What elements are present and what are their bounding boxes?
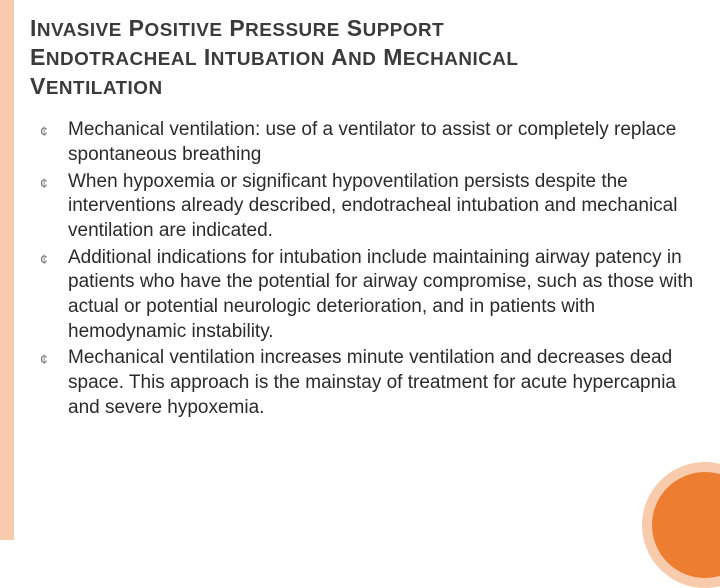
bullet-marker-icon: ¢	[40, 246, 68, 272]
list-item: ¢ Mechanical ventilation: use of a venti…	[40, 118, 700, 167]
list-item: ¢ Mechanical ventilation increases minut…	[40, 346, 700, 420]
slide-content: INVASIVE POSITIVE PRESSURE SUPPORTENDOTR…	[0, 0, 720, 437]
slide-title: INVASIVE POSITIVE PRESSURE SUPPORTENDOTR…	[30, 14, 700, 100]
bullet-marker-icon: ¢	[40, 346, 68, 372]
bullet-text: When hypoxemia or significant hypoventil…	[68, 170, 700, 244]
bullet-list: ¢ Mechanical ventilation: use of a venti…	[30, 118, 700, 420]
bullet-text: Mechanical ventilation increases minute …	[68, 346, 700, 420]
list-item: ¢ Additional indications for intubation …	[40, 246, 700, 345]
bullet-text: Additional indications for intubation in…	[68, 246, 700, 345]
bullet-text: Mechanical ventilation: use of a ventila…	[68, 118, 700, 167]
corner-circle-icon	[642, 462, 720, 588]
left-accent-bar	[0, 0, 14, 540]
bullet-marker-icon: ¢	[40, 118, 68, 144]
list-item: ¢ When hypoxemia or significant hypovent…	[40, 170, 700, 244]
bullet-marker-icon: ¢	[40, 170, 68, 196]
